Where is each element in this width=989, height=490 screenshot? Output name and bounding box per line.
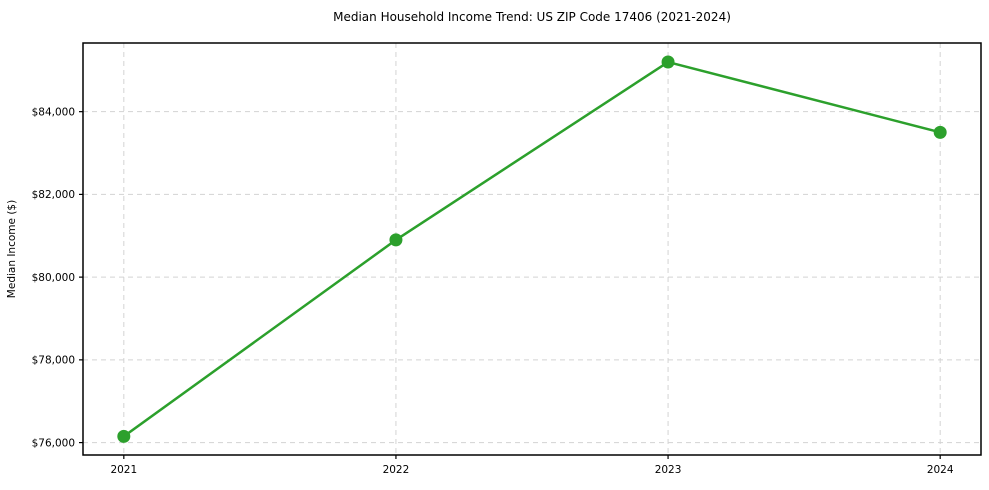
y-tick-label: $76,000 <box>32 437 75 449</box>
grid-layer <box>83 43 981 455</box>
data-point <box>661 55 675 69</box>
x-tick-label: 2024 <box>927 464 954 476</box>
x-tick-label: 2023 <box>655 464 682 476</box>
data-point <box>117 429 131 443</box>
y-tick-label: $84,000 <box>32 106 75 118</box>
x-tick-label: 2022 <box>383 464 410 476</box>
axes-layer: $76,000 $78,000 $80,000 $82,000 $84,000 2021 2… <box>32 42 982 476</box>
y-axis-label: Median Income ($) <box>6 200 18 298</box>
data-point <box>933 125 947 139</box>
trend-line <box>122 60 942 438</box>
y-tick-label: $80,000 <box>32 272 75 284</box>
series-layer <box>117 55 947 443</box>
plot-border <box>82 42 982 456</box>
y-tick-label: $82,000 <box>32 189 75 201</box>
plot-area: $76,000 $78,000 $80,000 $82,000 $84,000 2021 2… <box>32 42 982 476</box>
x-tick-label: 2021 <box>110 464 137 476</box>
data-point <box>389 233 403 247</box>
y-tick-label: $78,000 <box>32 355 75 367</box>
chart-title: Median Household Income Trend: US ZIP Co… <box>333 10 731 24</box>
